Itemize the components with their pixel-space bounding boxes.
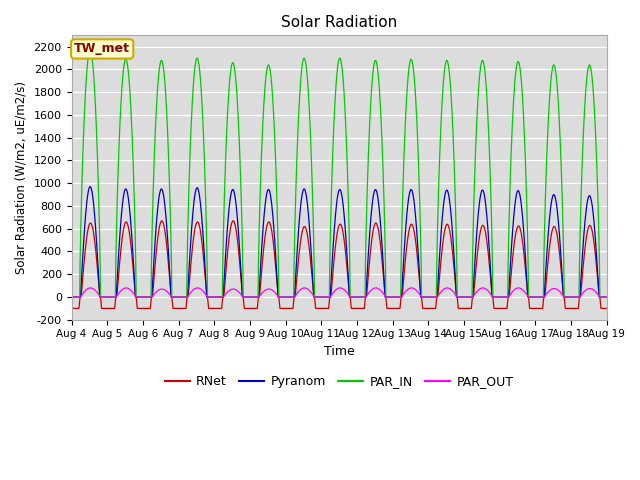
PAR_IN bbox=[602, 294, 610, 300]
RNet bbox=[174, 305, 182, 311]
PAR_OUT bbox=[539, 294, 547, 300]
Pyranom bbox=[247, 294, 255, 300]
PAR_OUT bbox=[187, 289, 195, 295]
PAR_OUT bbox=[68, 294, 76, 300]
Line: PAR_IN: PAR_IN bbox=[72, 50, 606, 297]
PAR_IN bbox=[86, 47, 94, 53]
PAR_OUT bbox=[86, 285, 94, 291]
Pyranom bbox=[539, 294, 547, 300]
Pyranom bbox=[602, 294, 610, 300]
RNet bbox=[247, 305, 255, 311]
PAR_IN bbox=[174, 294, 182, 300]
PAR_IN bbox=[187, 131, 195, 137]
RNet bbox=[492, 305, 500, 311]
Title: Solar Radiation: Solar Radiation bbox=[281, 15, 397, 30]
X-axis label: Time: Time bbox=[324, 345, 355, 358]
Pyranom bbox=[174, 294, 182, 300]
Pyranom bbox=[86, 184, 94, 190]
PAR_IN bbox=[68, 294, 76, 300]
RNet bbox=[422, 305, 430, 311]
RNet bbox=[187, 262, 195, 268]
Line: RNet: RNet bbox=[72, 221, 606, 308]
Pyranom bbox=[187, 238, 195, 243]
Pyranom bbox=[422, 294, 430, 300]
PAR_IN bbox=[422, 294, 430, 300]
PAR_OUT bbox=[174, 294, 182, 300]
PAR_OUT bbox=[602, 294, 610, 300]
RNet bbox=[539, 302, 547, 308]
Line: PAR_OUT: PAR_OUT bbox=[72, 288, 606, 297]
RNet bbox=[602, 305, 610, 311]
Pyranom bbox=[492, 294, 500, 300]
Pyranom bbox=[68, 294, 76, 300]
Text: TW_met: TW_met bbox=[74, 42, 130, 56]
Y-axis label: Solar Radiation (W/m2, uE/m2/s): Solar Radiation (W/m2, uE/m2/s) bbox=[15, 81, 28, 274]
PAR_IN bbox=[247, 294, 255, 300]
PAR_IN bbox=[539, 294, 547, 300]
PAR_OUT bbox=[492, 294, 500, 300]
Legend: RNet, Pyranom, PAR_IN, PAR_OUT: RNet, Pyranom, PAR_IN, PAR_OUT bbox=[159, 370, 518, 393]
PAR_OUT bbox=[247, 294, 255, 300]
RNet bbox=[68, 305, 76, 311]
PAR_OUT bbox=[422, 294, 430, 300]
RNet bbox=[158, 218, 166, 224]
PAR_IN bbox=[492, 294, 500, 300]
Line: Pyranom: Pyranom bbox=[72, 187, 606, 297]
